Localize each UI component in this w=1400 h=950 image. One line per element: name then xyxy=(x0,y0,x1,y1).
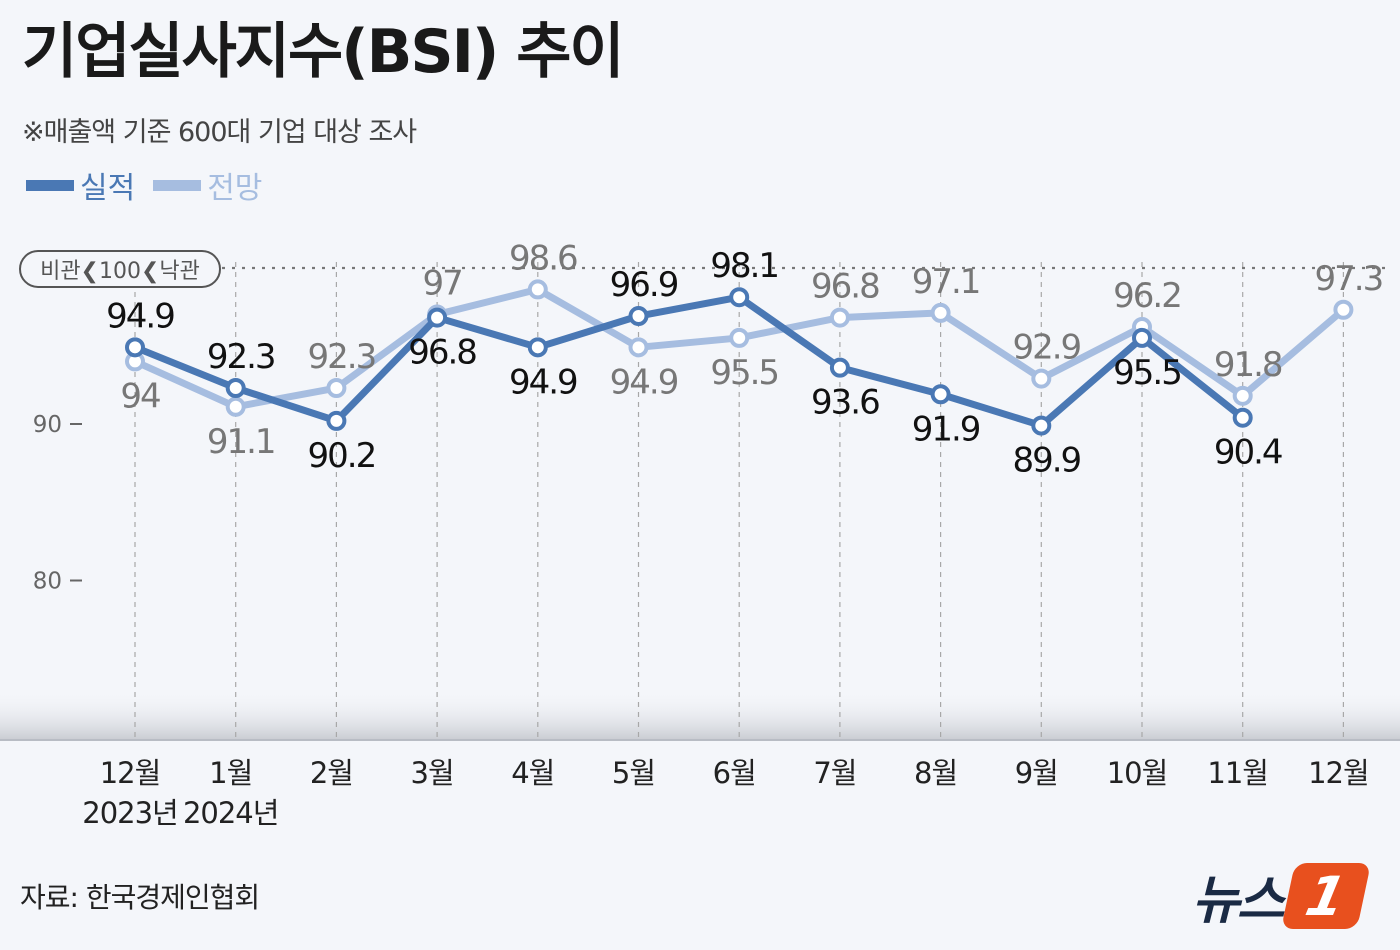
legend-item-actual: 실적 xyxy=(26,163,135,207)
brand-badge: 1 xyxy=(1280,862,1371,929)
legend-label-actual: 실적 xyxy=(80,171,136,206)
data-label-actual: 95.5 xyxy=(1113,353,1181,393)
data-point-actual xyxy=(930,384,951,405)
data-label-forecast: 97 xyxy=(422,263,461,303)
x-tick-label: 1월 xyxy=(209,756,252,790)
brand-text: 뉴스 xyxy=(1192,871,1285,931)
data-label-actual: 91.9 xyxy=(912,409,980,449)
y-tick-label: 90 xyxy=(33,412,62,438)
data-point-actual xyxy=(829,357,850,378)
legend-label-forecast: 전망 xyxy=(207,171,263,206)
data-label-actual: 89.9 xyxy=(1012,441,1080,481)
data-label-forecast: 98.6 xyxy=(509,238,577,278)
data-label-forecast: 91.8 xyxy=(1214,345,1282,385)
data-point-forecast xyxy=(326,378,347,399)
data-label-actual: 96.8 xyxy=(408,333,476,373)
data-point-actual xyxy=(225,378,246,399)
data-point-actual xyxy=(427,307,448,328)
x-tick-label: 10월 xyxy=(1107,756,1168,790)
data-point-forecast xyxy=(729,327,750,348)
line-chart: 비관❮100❮낙관 80 90 12월 1월 2월 3월 4월 5월 6월 7월 8월 9월 10월 11월… xyxy=(0,238,1400,830)
data-label-forecast: 97.3 xyxy=(1315,259,1383,299)
data-label-forecast: 97.1 xyxy=(912,262,980,302)
data-point-forecast xyxy=(628,337,649,358)
data-label-forecast: 92.3 xyxy=(308,337,376,377)
data-point-actual xyxy=(628,306,649,327)
x-tick-label: 6월 xyxy=(713,756,756,790)
chart-subtitle: ※매출액 기준 600대 기업 대상 조사 xyxy=(22,117,417,148)
reference-label: 비관❮100❮낙관 xyxy=(40,259,200,284)
data-label-actual: 98.1 xyxy=(710,246,778,286)
reference-label-box xyxy=(19,250,221,288)
data-label-actual: 93.6 xyxy=(811,383,879,423)
legend-swatch-actual xyxy=(26,179,74,191)
data-label-actual: 90.2 xyxy=(308,436,376,476)
data-point-actual xyxy=(326,410,347,431)
data-label-forecast: 94.9 xyxy=(610,362,678,402)
data-point-forecast xyxy=(1031,368,1052,389)
data-point-forecast xyxy=(1333,299,1354,320)
data-label-actual: 96.9 xyxy=(610,265,678,305)
data-label-actual: 94.9 xyxy=(509,362,577,402)
news1-logo: 뉴스 1 xyxy=(1192,858,1371,933)
y-tick-label: 80 xyxy=(33,569,62,595)
x-tick-label: 5월 xyxy=(612,756,655,790)
x-tick-label: 12월 xyxy=(100,756,161,790)
data-label-actual: 92.3 xyxy=(207,337,275,377)
data-point-actual xyxy=(1132,327,1152,348)
data-label-forecast: 92.9 xyxy=(1012,328,1080,368)
series-line-actual xyxy=(131,293,1247,430)
data-label-actual: 94.9 xyxy=(106,296,174,336)
data-point-forecast xyxy=(527,279,548,300)
x-tick-label: 8월 xyxy=(914,756,957,790)
x-tick-label: 3월 xyxy=(411,756,454,790)
data-label-forecast: 91.1 xyxy=(207,422,275,462)
data-label-forecast: 95.5 xyxy=(710,353,778,393)
data-label-actual: 90.4 xyxy=(1214,433,1282,473)
data-point-forecast xyxy=(930,302,951,323)
data-point-actual xyxy=(125,337,145,358)
data-point-actual xyxy=(527,337,548,358)
data-point-actual xyxy=(729,287,750,308)
data-label-forecast: 94 xyxy=(120,376,160,416)
x-tick-label: 12월 xyxy=(1308,756,1369,790)
data-point-forecast xyxy=(1232,385,1253,406)
data-point-actual xyxy=(1232,407,1253,428)
x-tick-label: 11월 xyxy=(1207,756,1268,790)
source-note: 자료: 한국경제인협회 xyxy=(20,881,260,914)
x-year-label: 2023년 xyxy=(82,796,177,830)
data-label-forecast: 96.2 xyxy=(1113,276,1181,316)
legend-swatch-forecast xyxy=(153,179,202,191)
chart-title: 기업실사지수(BSI) 추이 xyxy=(22,17,625,87)
legend-item-forecast: 전망 xyxy=(153,163,262,207)
data-label-forecast: 96.8 xyxy=(811,267,879,307)
data-point-forecast xyxy=(225,396,246,417)
x-tick-label: 9월 xyxy=(1015,756,1058,790)
legend: 실적 전망 xyxy=(26,163,280,207)
x-year-label: 2024년 xyxy=(183,796,278,830)
data-point-actual xyxy=(1031,415,1052,436)
x-tick-label: 2월 xyxy=(310,756,353,790)
x-tick-label: 4월 xyxy=(511,756,554,790)
data-point-forecast xyxy=(829,307,850,328)
baseline-shadow xyxy=(0,690,1400,740)
x-tick-label: 7월 xyxy=(813,756,856,790)
